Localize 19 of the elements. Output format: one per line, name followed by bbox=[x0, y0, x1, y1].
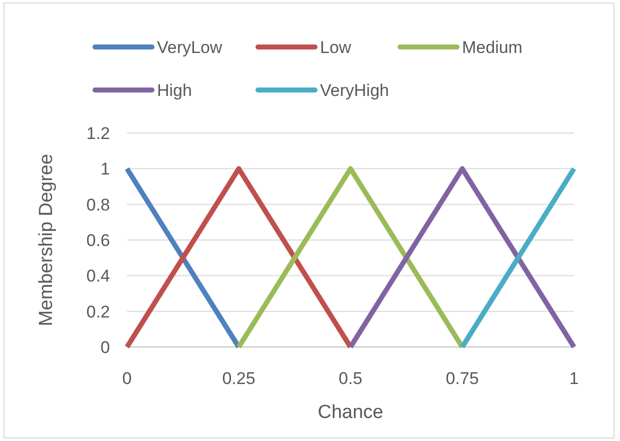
legend-label: High bbox=[157, 80, 192, 100]
legend-label: VeryHigh bbox=[320, 80, 389, 100]
y-tick-label: 0.4 bbox=[86, 266, 110, 286]
legend-label: Low bbox=[320, 38, 352, 57]
y-tick-label: 0.8 bbox=[86, 195, 110, 214]
x-tick-label: 1 bbox=[569, 369, 579, 388]
y-tick-label: 0.6 bbox=[86, 230, 110, 250]
y-tick-label: 0.2 bbox=[86, 302, 110, 322]
y-axis-title: Membership Degree bbox=[36, 154, 57, 326]
y-tick-label: 0 bbox=[100, 338, 110, 357]
x-tick-label: 0 bbox=[122, 369, 132, 388]
y-tick-label: 1.2 bbox=[86, 124, 110, 143]
y-tick-label: 1 bbox=[100, 160, 110, 179]
x-tick-label: 0.5 bbox=[338, 369, 362, 388]
x-tick-label: 0.75 bbox=[446, 369, 479, 388]
x-axis-title: Chance bbox=[318, 402, 384, 423]
legend-label: Medium bbox=[462, 38, 522, 57]
legend-label: VeryLow bbox=[157, 38, 223, 57]
x-tick-label: 0.25 bbox=[222, 369, 256, 388]
